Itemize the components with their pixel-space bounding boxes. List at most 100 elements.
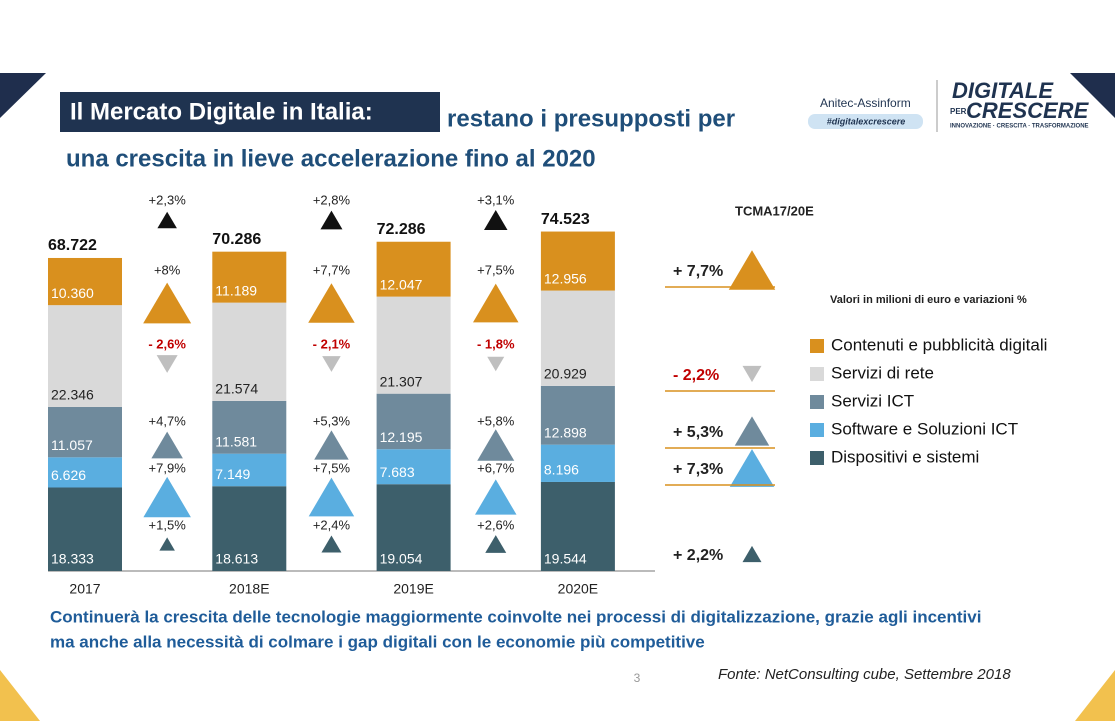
value-label: 20.929	[544, 366, 587, 382]
value-label: 22.346	[51, 387, 94, 403]
value-label: 12.195	[380, 429, 423, 445]
bar-segment	[376, 484, 451, 571]
footer-text: Continuerà la crescita delle tecnologie …	[50, 607, 981, 626]
bar-segment	[540, 481, 615, 571]
cagr-label: + 2,2%	[673, 547, 723, 564]
bar-segment	[376, 449, 451, 485]
title: una crescita in lieve accelerazione fino…	[66, 145, 596, 172]
growth-label: +5,3%	[313, 413, 351, 428]
total-label: 70.286	[212, 231, 261, 248]
growth-label: +7,7%	[313, 262, 351, 277]
bar-segment	[48, 257, 122, 306]
growth-triangle	[321, 535, 342, 553]
category-label: 2018E	[229, 581, 269, 597]
logo-text: Anitec-Assinform	[820, 96, 911, 110]
value-label: 21.307	[380, 373, 423, 389]
value-label: 21.574	[215, 381, 258, 397]
value-label: 11.057	[51, 437, 93, 453]
category-label: 2017	[69, 581, 100, 597]
growth-triangle	[143, 282, 192, 324]
growth-label: +2,3%	[149, 192, 187, 207]
growth-triangle	[157, 211, 177, 229]
value-label: 6.626	[51, 467, 86, 483]
logo-text: #digitalexcrescere	[827, 116, 906, 126]
growth-label: +8%	[154, 262, 181, 277]
growth-triangle	[308, 477, 355, 517]
bar-segment	[48, 487, 122, 571]
cagr-title: TCMA17/20E	[735, 203, 814, 218]
growth-label: +7,5%	[313, 460, 351, 475]
growth-label: +4,7%	[149, 413, 187, 428]
legend-label: Servizi di rete	[831, 363, 934, 382]
growth-label: +2,8%	[313, 192, 351, 207]
cagr-label: + 7,3%	[673, 461, 723, 478]
growth-label: - 2,1%	[313, 336, 351, 351]
corner-deco	[0, 73, 46, 118]
total-label: 68.722	[48, 237, 97, 254]
growth-triangle	[143, 476, 191, 518]
growth-label: +2,6%	[477, 517, 515, 532]
growth-label: +7,5%	[477, 262, 515, 277]
bar-segment	[48, 406, 122, 458]
growth-label: +6,7%	[477, 460, 515, 475]
growth-label: +5,8%	[477, 413, 515, 428]
legend-swatch	[810, 395, 824, 409]
total-label: 74.523	[541, 211, 590, 228]
bar-segment	[540, 385, 615, 445]
growth-triangle	[484, 210, 508, 230]
bar-segment	[376, 241, 451, 297]
bar-segment	[48, 457, 122, 488]
bar-segment	[540, 290, 615, 386]
growth-label: +2,4%	[313, 517, 351, 532]
growth-triangle	[742, 365, 762, 383]
growth-label: +7,9%	[149, 460, 187, 475]
value-label: 11.581	[215, 433, 257, 449]
logo-text: PER	[950, 107, 967, 116]
page-number: 3	[634, 671, 641, 685]
growth-triangle	[475, 479, 517, 515]
title-box	[60, 92, 440, 132]
value-label: 19.544	[544, 551, 587, 567]
total-label: 72.286	[377, 221, 426, 238]
units-note: Valori in milioni di euro e variazioni %	[830, 294, 1027, 306]
bar-segment	[540, 231, 615, 291]
growth-triangle	[729, 449, 775, 487]
logo-text: INNOVAZIONE · CRESCITA · TRASFORMAZIONE	[950, 124, 1089, 130]
growth-label: - 1,8%	[477, 336, 515, 351]
cagr-label: + 5,3%	[673, 424, 723, 441]
value-label: 7.149	[215, 466, 250, 482]
growth-triangle	[487, 356, 505, 372]
value-label: 8.196	[544, 462, 579, 478]
bar-segment	[212, 302, 287, 401]
growth-triangle	[151, 431, 183, 459]
value-label: 12.898	[544, 424, 587, 440]
growth-label: - 2,6%	[148, 336, 186, 351]
title: restano i presupposti per	[447, 105, 735, 132]
value-label: 19.054	[380, 551, 423, 567]
corner-deco	[1070, 73, 1115, 118]
bar-segment	[540, 444, 615, 482]
value-label: 12.047	[380, 276, 423, 292]
bar-segment	[212, 251, 287, 303]
growth-triangle	[477, 429, 515, 461]
bar-segment	[48, 305, 122, 407]
title: Il Mercato Digitale in Italia:	[70, 98, 373, 125]
growth-triangle	[485, 535, 507, 553]
bar-segment	[376, 393, 451, 450]
growth-triangle	[156, 355, 178, 373]
source: Fonte: NetConsulting cube, Settembre 201…	[718, 666, 1011, 683]
growth-triangle	[728, 250, 776, 290]
cagr-label: - 2,2%	[673, 367, 719, 384]
growth-label: +1,5%	[149, 517, 187, 532]
bar-segment	[212, 400, 287, 454]
category-label: 2020E	[558, 581, 598, 597]
legend-label: Software e Soluzioni ICT	[831, 419, 1018, 438]
growth-triangle	[159, 537, 175, 551]
legend-swatch	[810, 451, 824, 465]
growth-triangle	[742, 545, 762, 563]
value-label: 18.333	[51, 551, 94, 567]
legend-label: Servizi ICT	[831, 391, 914, 410]
value-label: 18.613	[215, 551, 258, 567]
legend-label: Dispositivi e sistemi	[831, 447, 979, 466]
